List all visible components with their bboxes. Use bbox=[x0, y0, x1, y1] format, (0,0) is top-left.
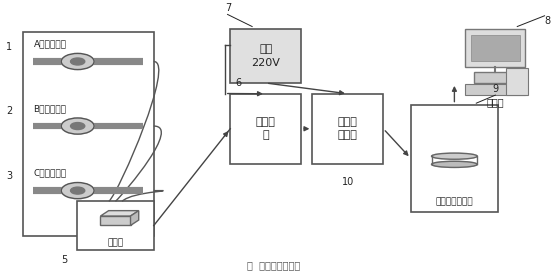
Text: 集线盒: 集线盒 bbox=[108, 239, 124, 248]
Text: 路由器或交换机: 路由器或交换机 bbox=[436, 197, 473, 206]
Circle shape bbox=[61, 118, 94, 134]
Bar bbox=[474, 72, 517, 83]
Bar bbox=[23, 32, 154, 236]
Text: A相接地电缆: A相接地电缆 bbox=[34, 39, 66, 48]
Text: 9: 9 bbox=[492, 84, 499, 94]
Text: 8: 8 bbox=[545, 16, 551, 26]
Bar bbox=[465, 29, 526, 67]
Text: C相接地电缆: C相接地电缆 bbox=[34, 169, 67, 178]
Text: 采集单
元: 采集单 元 bbox=[256, 117, 276, 140]
Ellipse shape bbox=[432, 153, 477, 159]
Text: 2: 2 bbox=[6, 106, 12, 116]
Polygon shape bbox=[130, 211, 139, 225]
Text: 10: 10 bbox=[342, 177, 354, 187]
Text: 5: 5 bbox=[61, 255, 67, 265]
Circle shape bbox=[71, 187, 85, 194]
Circle shape bbox=[61, 53, 94, 70]
Bar bbox=[100, 216, 130, 225]
Text: 6: 6 bbox=[236, 78, 242, 88]
Bar bbox=[506, 68, 528, 95]
Circle shape bbox=[61, 183, 94, 199]
Text: 3: 3 bbox=[6, 171, 12, 181]
Text: 上位机: 上位机 bbox=[486, 97, 504, 107]
Polygon shape bbox=[100, 211, 139, 216]
Bar bbox=[471, 35, 520, 61]
Text: 数据传
输单元: 数据传 输单元 bbox=[338, 117, 358, 140]
Text: B相接地电缆: B相接地电缆 bbox=[34, 104, 66, 113]
Text: 1: 1 bbox=[6, 42, 12, 52]
Ellipse shape bbox=[432, 161, 477, 168]
Text: 电源
220V: 电源 220V bbox=[251, 45, 280, 68]
Circle shape bbox=[71, 123, 85, 129]
Bar bbox=[77, 201, 154, 250]
Bar bbox=[230, 94, 301, 164]
Bar bbox=[312, 94, 383, 164]
Bar bbox=[411, 104, 498, 212]
Bar bbox=[465, 84, 526, 95]
Bar bbox=[230, 29, 301, 83]
Text: 图  系统结构示意图: 图 系统结构示意图 bbox=[247, 260, 301, 270]
Text: 7: 7 bbox=[225, 3, 231, 13]
Circle shape bbox=[71, 58, 85, 65]
